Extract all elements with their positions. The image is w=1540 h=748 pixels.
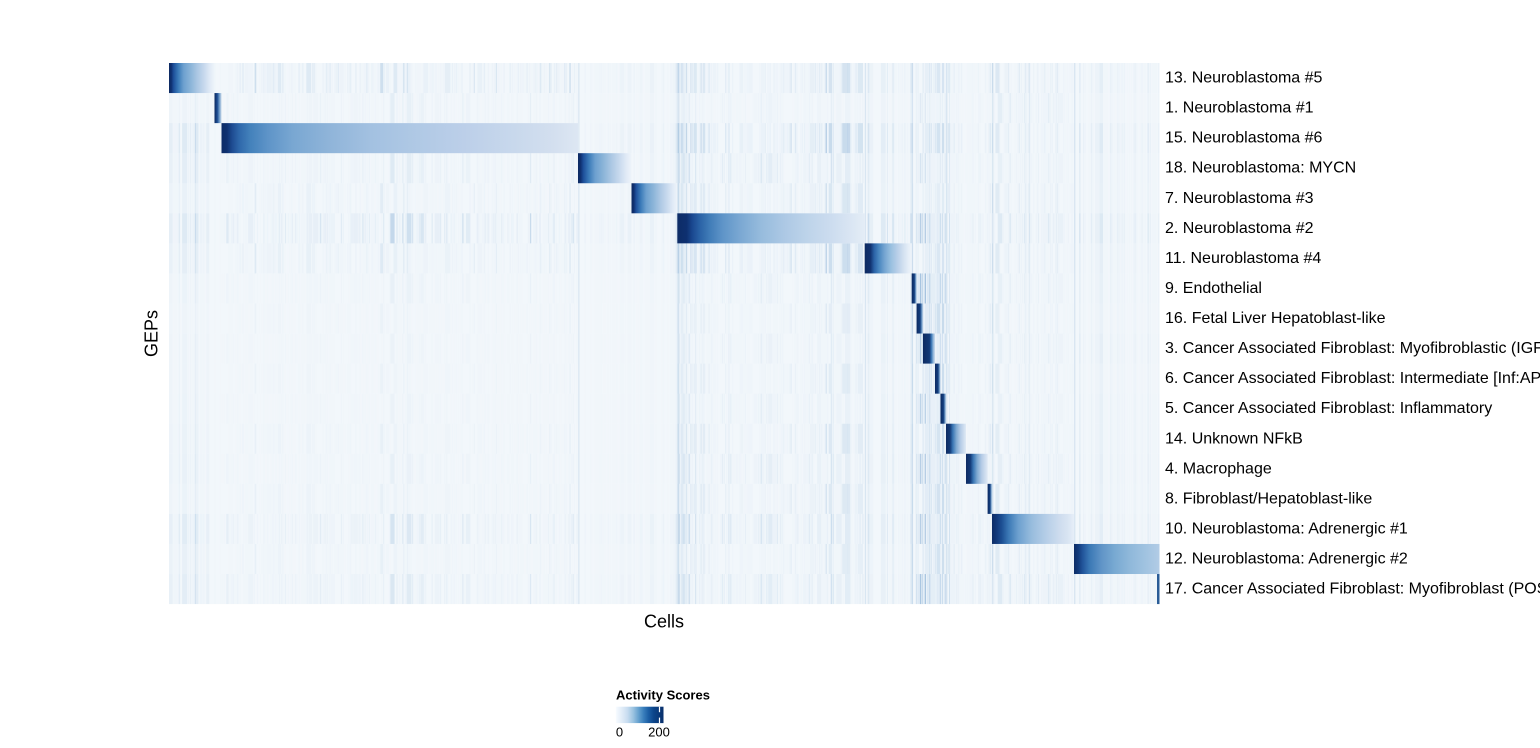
svg-text:12. Neuroblastoma: Adrenergic: 12. Neuroblastoma: Adrenergic #2 [1165,550,1408,567]
svg-text:11. Neuroblastoma #4: 11. Neuroblastoma #4 [1165,250,1321,267]
svg-text:15. Neuroblastoma #6: 15. Neuroblastoma #6 [1165,130,1323,147]
svg-text:200: 200 [648,725,670,740]
svg-text:13. Neuroblastoma #5: 13. Neuroblastoma #5 [1165,70,1323,87]
svg-text:3. Cancer Associated Fibroblas: 3. Cancer Associated Fibroblast: Myofibr… [1165,340,1540,357]
svg-text:9. Endothelial: 9. Endothelial [1165,280,1262,297]
svg-text:17. Cancer Associated Fibrobla: 17. Cancer Associated Fibroblast: Myofib… [1165,581,1540,598]
svg-text:GEPs: GEPs [142,310,162,357]
svg-text:10. Neuroblastoma: Adrenergic: 10. Neuroblastoma: Adrenergic #1 [1165,520,1408,537]
svg-text:8. Fibroblast/Hepatoblast-like: 8. Fibroblast/Hepatoblast-like [1165,490,1372,507]
svg-text:18. Neuroblastoma: MYCN: 18. Neuroblastoma: MYCN [1165,160,1356,177]
svg-text:Activity Scores: Activity Scores [616,688,710,703]
svg-text:14. Unknown NFkB: 14. Unknown NFkB [1165,430,1303,447]
svg-text:5. Cancer Associated Fibroblas: 5. Cancer Associated Fibroblast: Inflamm… [1165,400,1492,417]
svg-text:16. Fetal Liver Hepatoblast-li: 16. Fetal Liver Hepatoblast-like [1165,310,1386,327]
svg-text:0: 0 [616,725,623,740]
svg-text:2. Neuroblastoma #2: 2. Neuroblastoma #2 [1165,220,1314,237]
svg-text:4. Macrophage: 4. Macrophage [1165,460,1272,477]
svg-text:6. Cancer Associated Fibroblas: 6. Cancer Associated Fibroblast: Interme… [1165,370,1540,387]
svg-text:1. Neuroblastoma #1: 1. Neuroblastoma #1 [1165,100,1314,117]
svg-text:Cells: Cells [644,612,684,632]
svg-text:7. Neuroblastoma #3: 7. Neuroblastoma #3 [1165,190,1314,207]
